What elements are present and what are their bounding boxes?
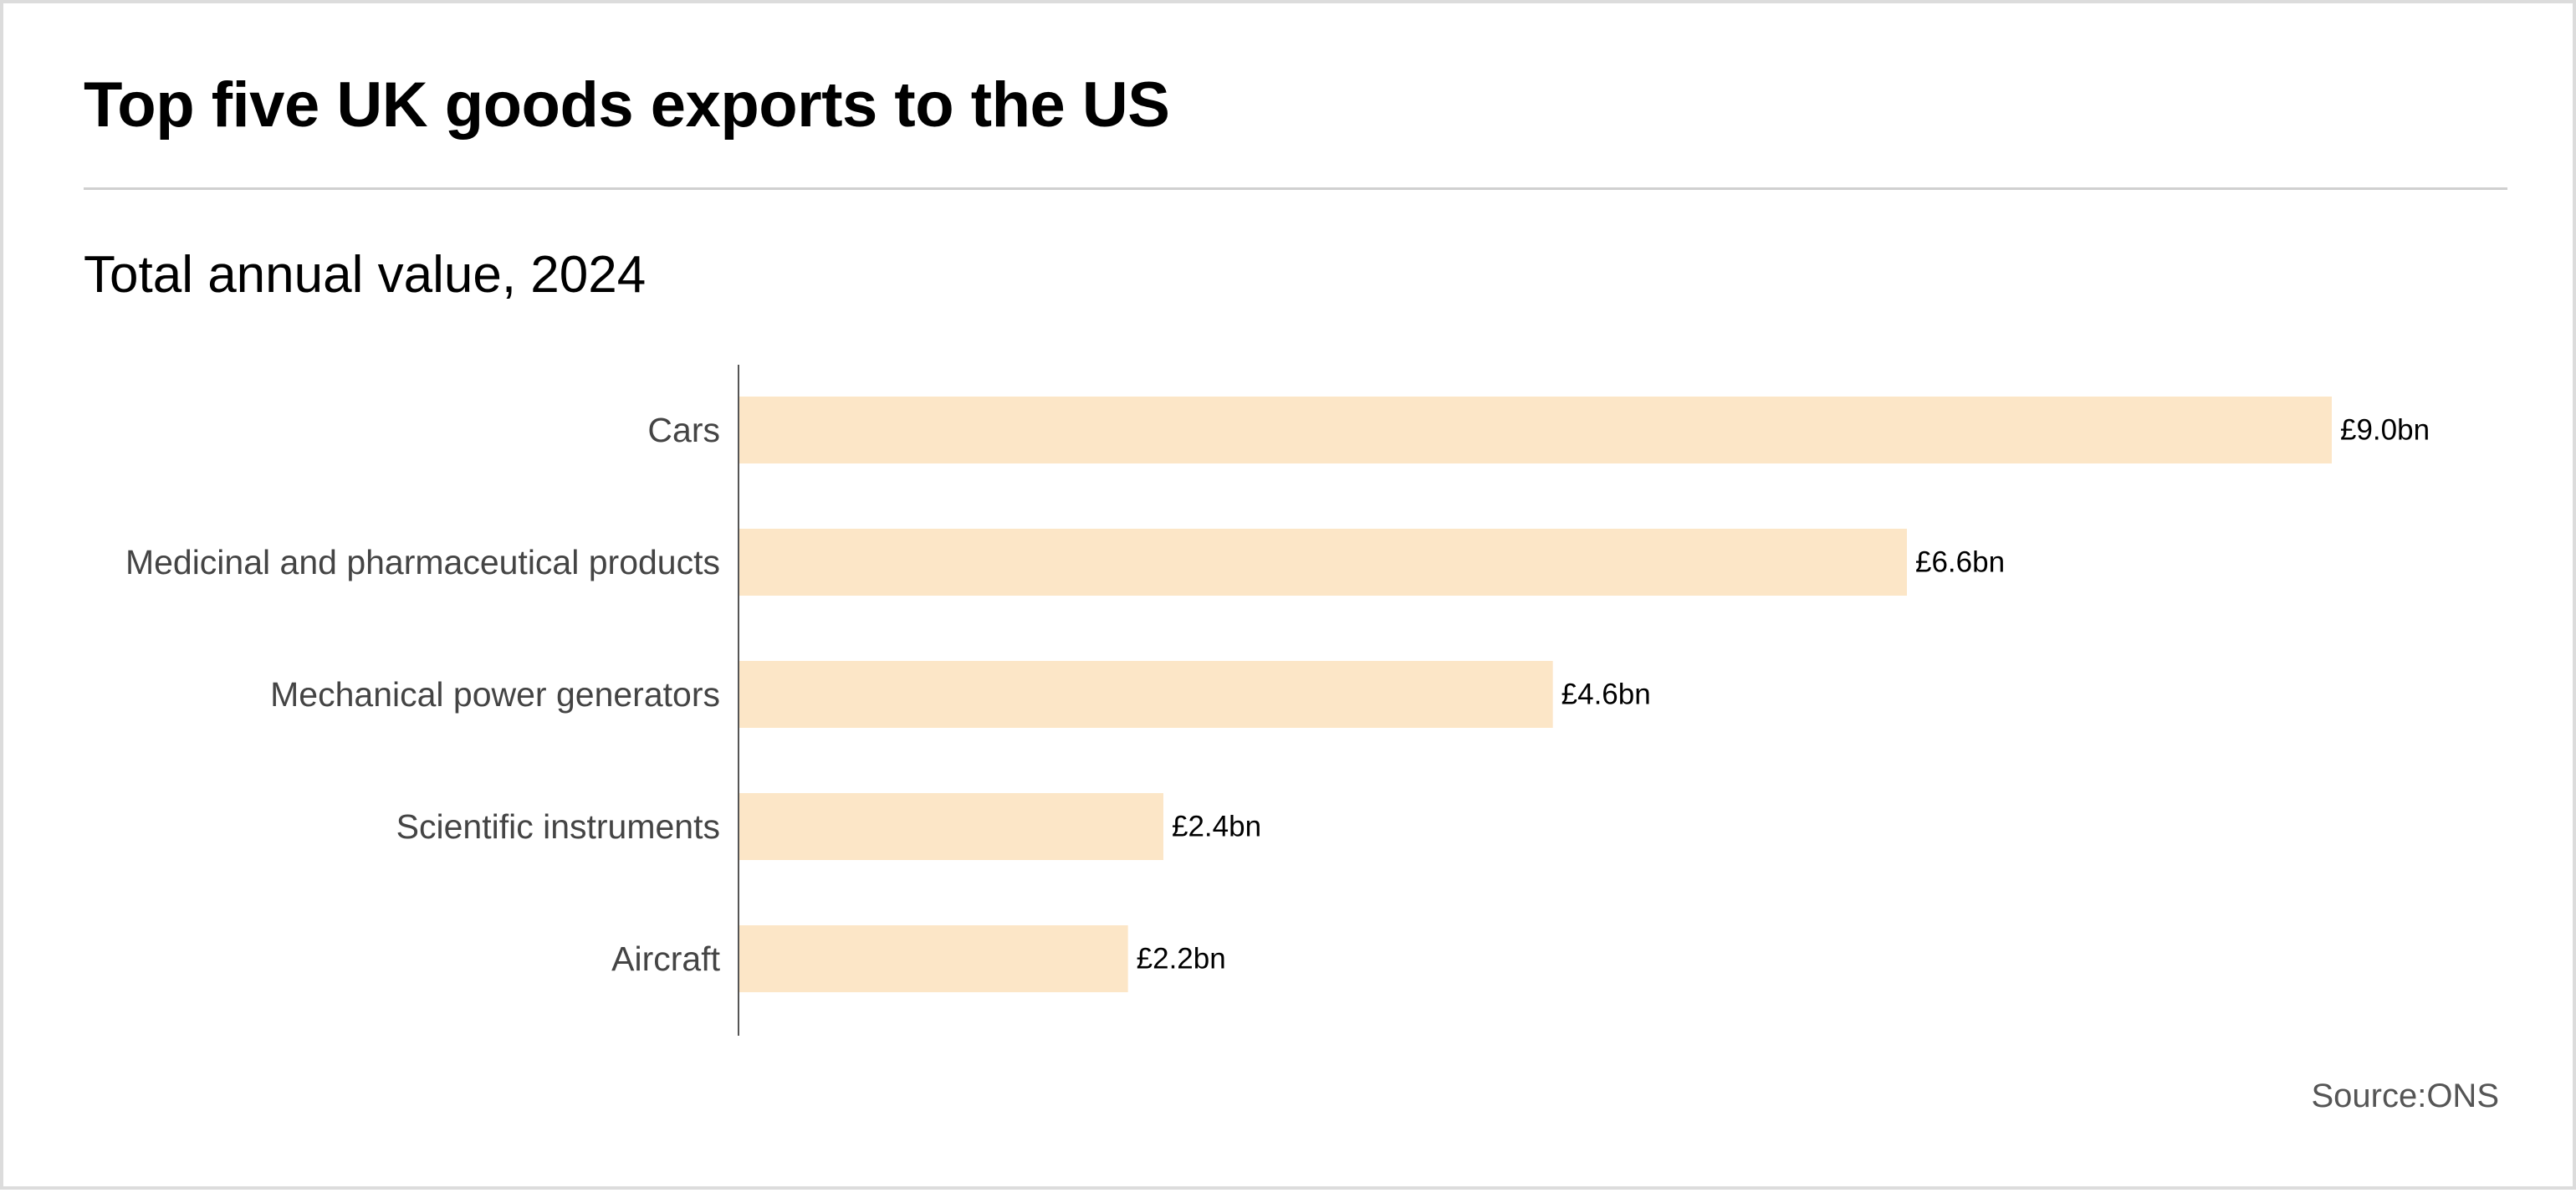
title-divider: [84, 187, 2507, 190]
chart-subtitle: Total annual value, 2024: [84, 246, 647, 304]
bar: [739, 661, 1553, 728]
category-label: Cars: [647, 411, 720, 449]
value-label: £2.4bn: [1172, 811, 1261, 843]
bar: [739, 397, 2332, 463]
category-label: Scientific instruments: [396, 807, 720, 846]
value-label: £4.6bn: [1561, 678, 1651, 711]
bar: [739, 529, 1907, 596]
page-title: Top five UK goods exports to the US: [84, 69, 1170, 141]
bar-chart: Cars £9.0bn Medicinal and pharmaceutical p…: [125, 365, 2430, 1036]
value-label: £9.0bn: [2340, 414, 2430, 447]
category-label: Medicinal and pharmaceutical products: [125, 543, 720, 581]
source-note: Source:ONS: [2311, 1078, 2499, 1114]
value-label: £2.2bn: [1137, 943, 1226, 975]
bar: [739, 925, 1128, 992]
category-label: Mechanical power generators: [270, 675, 720, 714]
bar: [739, 793, 1163, 860]
value-label: £6.6bn: [1915, 546, 2005, 579]
category-label: Aircraft: [611, 940, 720, 978]
